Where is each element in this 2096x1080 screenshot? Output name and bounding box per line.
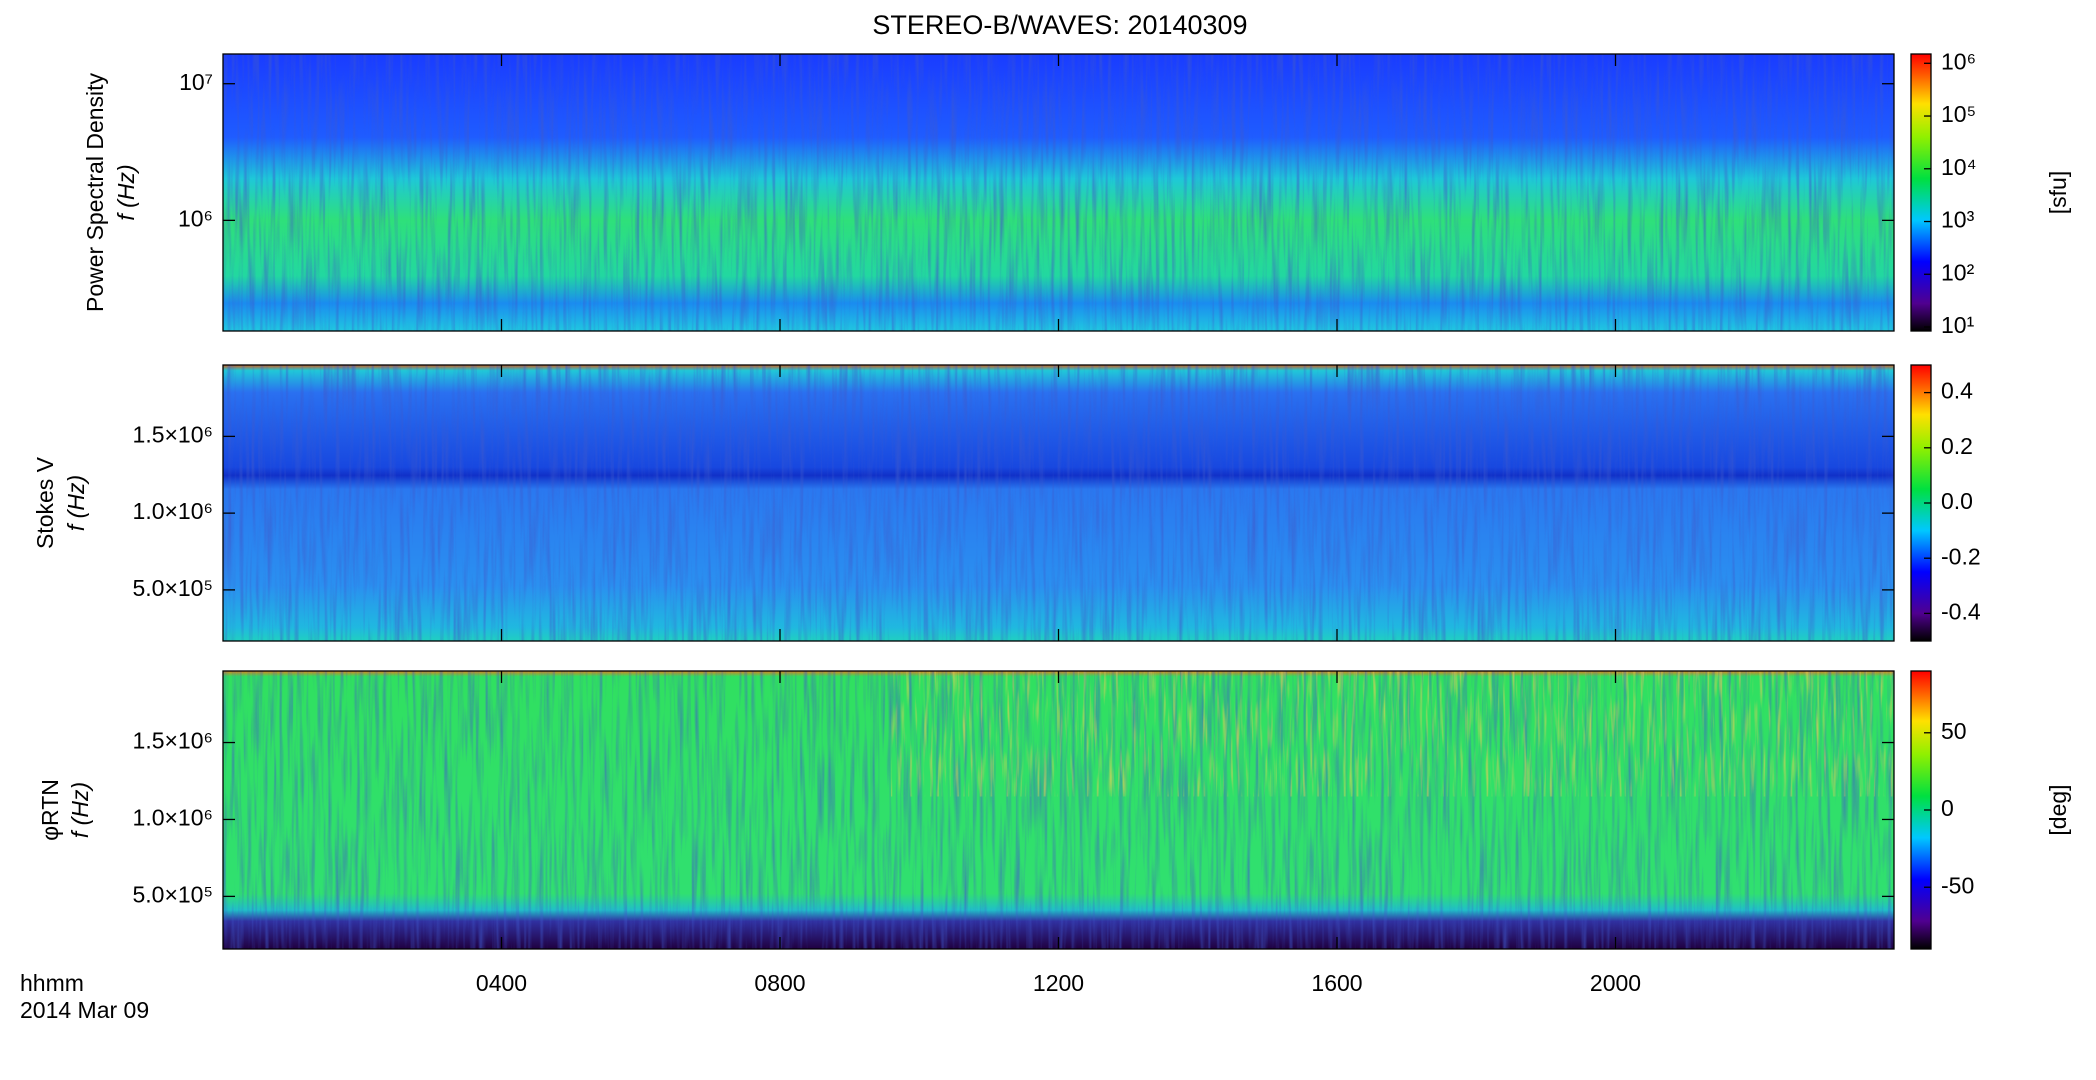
y-axis-label: Stokes V (32, 456, 58, 549)
colorbar-tick-label: 0.0 (1941, 488, 1973, 514)
y-tick-label: 5.0×10⁵ (132, 575, 213, 601)
colorbar-label: [sfu] (2045, 171, 2071, 214)
x-tick-label: 2000 (1590, 970, 1641, 996)
colorbar-tick-label: 10⁶ (1941, 48, 1976, 74)
colorbar-tick-label: 10⁴ (1941, 154, 1976, 180)
figure-title: STEREO-B/WAVES: 20140309 (872, 10, 1247, 40)
colorbar-tick-label: 10³ (1941, 207, 1975, 233)
colorbar-tick-label: 50 (1941, 718, 1967, 744)
colorbar-tick-label: 10² (1941, 259, 1975, 285)
colorbar-tick-label: -0.2 (1941, 543, 1981, 569)
y-axis-label: f (Hz) (63, 475, 89, 531)
y-tick-label: 1.5×10⁶ (133, 421, 213, 447)
y-tick-label: 1.0×10⁶ (133, 498, 213, 524)
y-tick-label: 1.5×10⁶ (133, 728, 213, 754)
y-axis-label: Power Spectral Density (82, 72, 108, 312)
spectrogram-texture (223, 54, 1894, 331)
colorbar-tick-label: -0.4 (1941, 598, 1981, 624)
spectrogram-texture (223, 365, 1894, 641)
x-tick-label: 0400 (476, 970, 527, 996)
colorbar-label: [deg] (2045, 784, 2071, 835)
y-tick-label: 10⁷ (179, 69, 213, 95)
y-axis-label: f (Hz) (113, 164, 139, 220)
y-axis-label: f (Hz) (67, 782, 93, 838)
x-tick-label: 0800 (754, 970, 805, 996)
colorbar-tick-label: 0.2 (1941, 433, 1973, 459)
colorbar-tick-label: 10¹ (1941, 312, 1975, 338)
colorbar (1910, 53, 1932, 332)
y-tick-label: 1.0×10⁶ (133, 805, 213, 831)
x-tick-label: 1200 (1033, 970, 1084, 996)
y-axis-label: φRTN (37, 779, 63, 841)
colorbar-tick-label: 0.4 (1941, 378, 1973, 404)
colorbar-tick-label: 10⁵ (1941, 101, 1976, 127)
colorbar-tick-label: -50 (1941, 872, 1974, 898)
colorbar-tick-label: 0 (1941, 795, 1954, 821)
x-tick-label: 1600 (1311, 970, 1362, 996)
date-label: 2014 Mar 09 (20, 997, 149, 1023)
x-axis-label: hhmm (20, 970, 84, 996)
y-tick-label: 10⁶ (178, 205, 213, 231)
spectrogram-texture (891, 671, 1894, 797)
y-tick-label: 5.0×10⁵ (132, 881, 213, 907)
